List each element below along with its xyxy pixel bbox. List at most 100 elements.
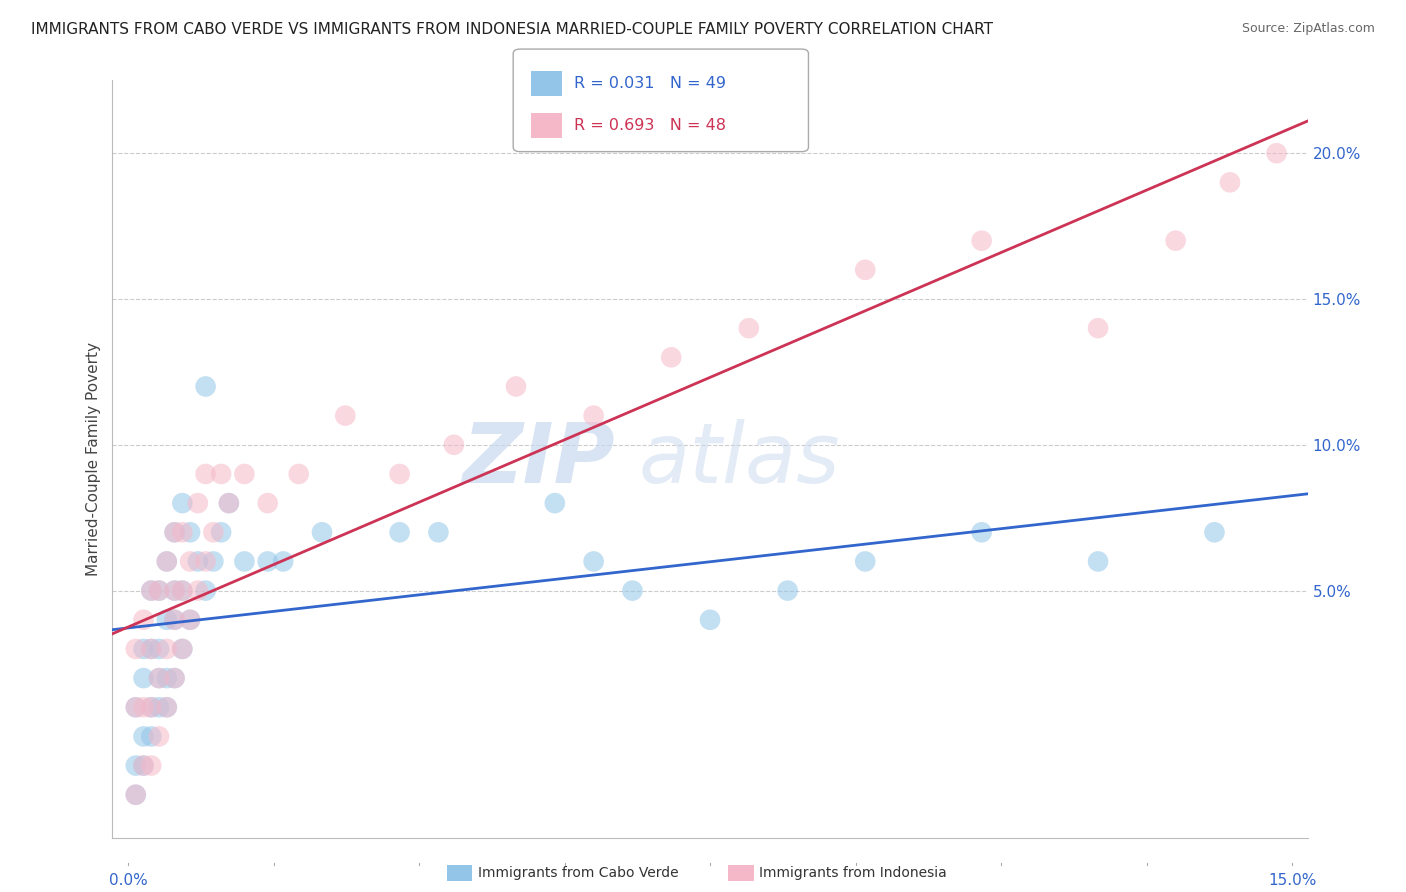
Point: [148, 700, 170, 714]
Point: [218, 496, 240, 510]
Point: [209, 467, 232, 481]
Point: [132, 758, 155, 772]
Point: [148, 671, 170, 685]
Text: IMMIGRANTS FROM CABO VERDE VS IMMIGRANTS FROM INDONESIA MARRIED-COUPLE FAMILY PO: IMMIGRANTS FROM CABO VERDE VS IMMIGRANTS…: [31, 22, 993, 37]
Point: [156, 700, 179, 714]
Point: [156, 613, 179, 627]
Point: [163, 613, 186, 627]
Point: [125, 788, 148, 802]
Point: [156, 642, 179, 657]
Point: [141, 583, 163, 598]
Point: [427, 525, 450, 540]
Point: [1219, 175, 1241, 189]
Point: [132, 671, 155, 685]
Point: [209, 525, 232, 540]
Point: [132, 613, 155, 627]
Point: [970, 525, 993, 540]
Point: [187, 554, 209, 568]
Point: [148, 583, 170, 598]
Point: [141, 583, 163, 598]
Point: [179, 613, 201, 627]
Point: [172, 642, 194, 657]
Point: [194, 583, 217, 598]
Point: [141, 758, 163, 772]
Point: [141, 642, 163, 657]
Point: [163, 525, 186, 540]
Point: [202, 525, 225, 540]
Text: Immigrants from Indonesia: Immigrants from Indonesia: [759, 866, 948, 880]
Point: [148, 730, 170, 744]
Point: [125, 700, 148, 714]
Point: [156, 554, 179, 568]
Point: [172, 642, 194, 657]
Point: [1087, 321, 1109, 335]
Point: [311, 525, 333, 540]
Point: [233, 467, 256, 481]
Point: [163, 525, 186, 540]
Y-axis label: Married-Couple Family Poverty: Married-Couple Family Poverty: [86, 343, 101, 576]
Point: [853, 554, 876, 568]
Point: [163, 613, 186, 627]
Point: [163, 583, 186, 598]
Point: [388, 467, 411, 481]
Point: [1164, 234, 1187, 248]
Point: [271, 554, 294, 568]
Point: [187, 496, 209, 510]
Point: [148, 671, 170, 685]
Point: [179, 525, 201, 540]
Point: [163, 583, 186, 598]
Text: Immigrants from Cabo Verde: Immigrants from Cabo Verde: [478, 866, 679, 880]
Point: [853, 263, 876, 277]
Point: [194, 467, 217, 481]
Point: [1204, 525, 1226, 540]
Point: [163, 671, 186, 685]
Point: [132, 700, 155, 714]
Point: [125, 788, 148, 802]
Point: [388, 525, 411, 540]
Point: [287, 467, 309, 481]
Point: [172, 583, 194, 598]
Point: [132, 642, 155, 657]
Point: [233, 554, 256, 568]
Text: 15.0%: 15.0%: [1268, 873, 1316, 888]
Point: [699, 613, 721, 627]
Point: [443, 438, 465, 452]
Point: [256, 496, 278, 510]
Point: [172, 496, 194, 510]
Text: Source: ZipAtlas.com: Source: ZipAtlas.com: [1241, 22, 1375, 36]
Point: [141, 642, 163, 657]
Point: [179, 613, 201, 627]
Point: [187, 583, 209, 598]
Point: [148, 642, 170, 657]
Point: [132, 730, 155, 744]
Point: [141, 700, 163, 714]
Point: [141, 700, 163, 714]
Point: [172, 525, 194, 540]
Point: [335, 409, 357, 423]
Point: [172, 583, 194, 598]
Point: [1087, 554, 1109, 568]
Point: [659, 351, 682, 365]
Point: [163, 671, 186, 685]
Point: [582, 409, 605, 423]
Point: [194, 379, 217, 393]
Point: [141, 730, 163, 744]
Point: [148, 583, 170, 598]
Point: [194, 554, 217, 568]
Text: atlas: atlas: [638, 419, 839, 500]
Point: [776, 583, 799, 598]
Point: [621, 583, 644, 598]
Point: [218, 496, 240, 510]
Point: [1265, 146, 1288, 161]
Point: [544, 496, 567, 510]
Point: [738, 321, 761, 335]
Point: [256, 554, 278, 568]
Point: [125, 758, 148, 772]
Point: [156, 700, 179, 714]
Text: R = 0.693   N = 48: R = 0.693 N = 48: [574, 118, 725, 133]
Point: [156, 671, 179, 685]
Point: [156, 554, 179, 568]
Point: [582, 554, 605, 568]
Point: [125, 642, 148, 657]
Point: [125, 700, 148, 714]
